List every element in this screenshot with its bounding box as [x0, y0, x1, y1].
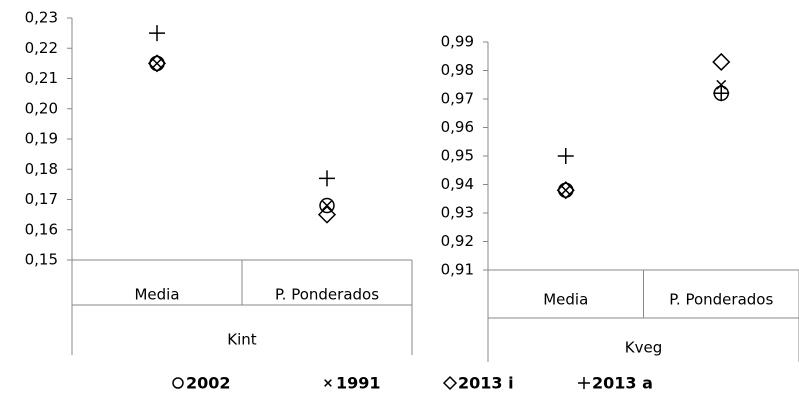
point — [319, 170, 335, 187]
y-tick-label: 0,97 — [441, 90, 474, 108]
legend-text: 1991 — [336, 374, 381, 393]
point — [319, 197, 335, 214]
y-tick-label: 0,21 — [25, 69, 58, 87]
y-tick-label: 0,95 — [441, 147, 474, 165]
legend-marker — [578, 377, 590, 389]
x-tick-label: Media — [543, 291, 588, 309]
x-tick-label: Media — [134, 286, 179, 304]
y-tick-label: 0,20 — [25, 99, 58, 117]
y-tick-label: 0,93 — [441, 204, 474, 222]
point — [556, 181, 575, 200]
y-tick-label: 0,99 — [441, 33, 474, 51]
legend-text: 2002 — [186, 374, 231, 393]
group-label: Kint — [227, 331, 257, 349]
x-tick-label: P. Ponderados — [669, 291, 773, 309]
x-tick-label: P. Ponderados — [275, 286, 379, 304]
y-tick-label: 0,17 — [25, 190, 58, 208]
y-tick-label: 0,96 — [441, 118, 474, 136]
y-tick-label: 0,22 — [25, 39, 58, 57]
legend-marker — [442, 375, 458, 391]
point — [557, 148, 574, 164]
y-tick-label: 0,15 — [25, 251, 58, 269]
legend-text: 2013 i — [458, 374, 514, 393]
y-tick-label: 0,18 — [25, 160, 58, 178]
point — [147, 54, 167, 73]
y-tick-label: 0,91 — [441, 261, 474, 279]
y-tick-label: 0,16 — [25, 220, 58, 238]
point — [152, 58, 162, 69]
point — [317, 205, 337, 224]
point — [149, 25, 165, 42]
y-tick-label: 0,94 — [441, 175, 474, 193]
group-label: Kveg — [625, 339, 662, 357]
y-tick-label: 0,23 — [25, 9, 58, 27]
point — [712, 52, 731, 72]
y-tick-label: 0,98 — [441, 61, 474, 79]
legend-marker — [172, 377, 184, 389]
point — [560, 185, 571, 196]
legend-text: 2013 a — [592, 374, 653, 393]
point — [716, 79, 727, 90]
y-tick-label: 0,92 — [441, 232, 474, 250]
point — [713, 85, 730, 102]
legend-marker — [324, 379, 332, 387]
y-tick-label: 0,19 — [25, 130, 58, 148]
point — [322, 200, 332, 211]
